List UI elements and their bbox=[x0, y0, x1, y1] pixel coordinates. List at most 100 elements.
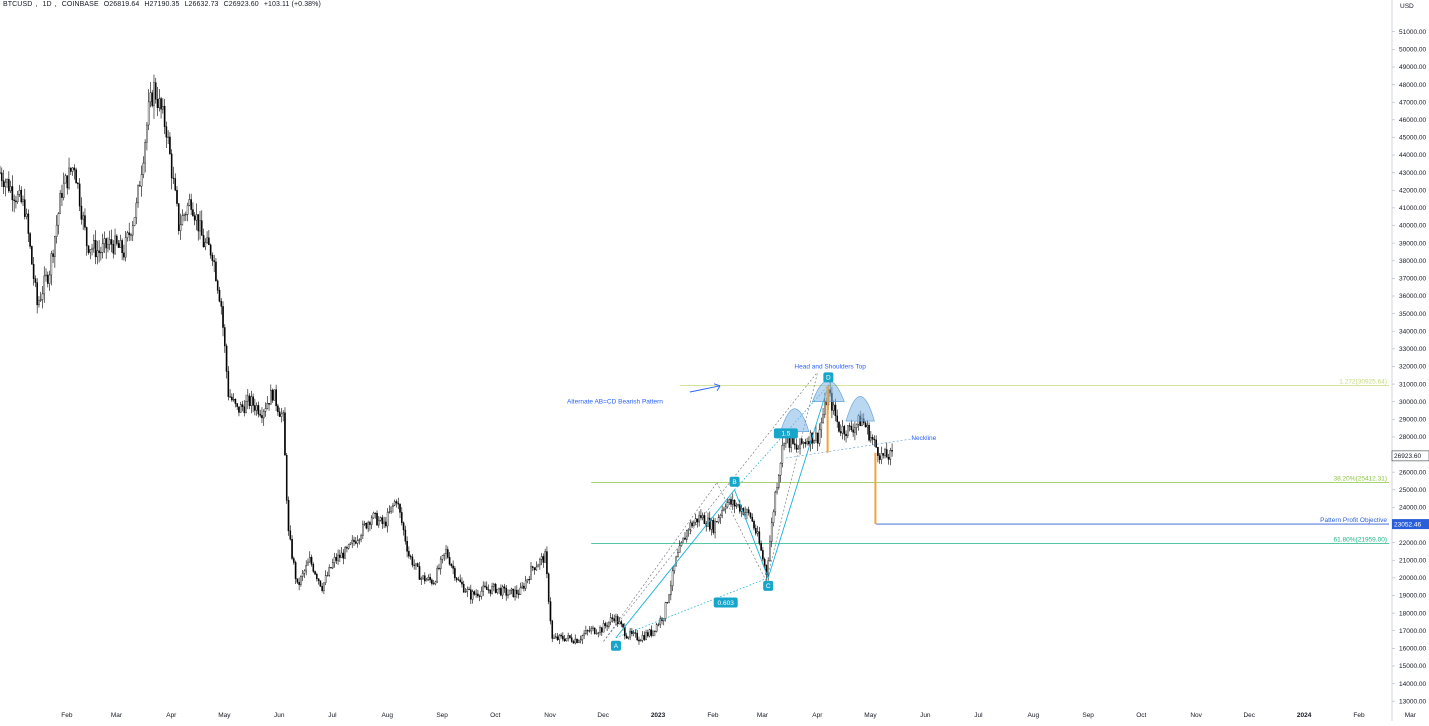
candle-body bbox=[395, 501, 398, 504]
price-tick-label: 18000.00 bbox=[1399, 610, 1426, 617]
candle bbox=[151, 89, 154, 108]
candle bbox=[248, 393, 251, 410]
price-tick-label: 16000.00 bbox=[1399, 646, 1426, 653]
candle-body bbox=[231, 396, 233, 401]
candle bbox=[285, 452, 288, 504]
candle-body bbox=[581, 635, 584, 640]
candle-body bbox=[701, 515, 704, 519]
header-interval[interactable]: 1D bbox=[42, 1, 52, 8]
candle-body bbox=[185, 214, 187, 216]
candle-body bbox=[668, 594, 670, 603]
candle bbox=[595, 629, 598, 635]
price-tick-label: 46000.00 bbox=[1399, 117, 1426, 124]
candle bbox=[733, 499, 736, 514]
currency-label: USD bbox=[1400, 3, 1414, 10]
candle-body bbox=[606, 625, 608, 627]
candle bbox=[163, 98, 166, 135]
candle bbox=[618, 617, 621, 625]
candle bbox=[139, 180, 141, 187]
candle-body bbox=[353, 539, 355, 542]
candle bbox=[671, 566, 674, 592]
candle-body bbox=[746, 509, 748, 513]
candle-body bbox=[721, 509, 723, 516]
candle bbox=[123, 244, 125, 261]
candle-body bbox=[154, 82, 157, 100]
candle-body bbox=[158, 98, 161, 109]
candle bbox=[477, 589, 479, 598]
candle bbox=[18, 184, 21, 197]
candle-body bbox=[443, 553, 446, 556]
candle-body bbox=[227, 371, 230, 397]
candle bbox=[183, 213, 185, 222]
candle-body bbox=[181, 215, 184, 226]
candle-body bbox=[379, 517, 382, 521]
candle-body bbox=[55, 224, 58, 237]
candle bbox=[604, 621, 607, 629]
candle bbox=[558, 634, 561, 645]
candle-body bbox=[779, 462, 782, 476]
candle-body bbox=[397, 502, 400, 505]
candle bbox=[185, 211, 187, 222]
candle bbox=[454, 565, 456, 582]
candle bbox=[381, 514, 384, 529]
candle-body bbox=[694, 518, 697, 523]
candle-body bbox=[535, 566, 538, 571]
candle-body bbox=[202, 235, 205, 248]
level-label-fib-1272: 1.272(30925.64) bbox=[1339, 378, 1387, 385]
candle-body bbox=[554, 636, 557, 639]
candle-body bbox=[82, 215, 84, 220]
candle bbox=[282, 410, 285, 422]
candle bbox=[135, 197, 138, 225]
candle bbox=[156, 86, 159, 117]
candle-body bbox=[307, 561, 309, 566]
candle bbox=[429, 573, 431, 584]
price-tick-label: 33000.00 bbox=[1399, 346, 1426, 353]
header-symbol[interactable]: BTCUSD bbox=[3, 1, 33, 8]
candle bbox=[346, 545, 348, 553]
candle bbox=[880, 446, 883, 465]
candle bbox=[762, 547, 764, 562]
candle bbox=[32, 257, 35, 286]
candle bbox=[804, 438, 807, 448]
candle bbox=[707, 512, 709, 527]
candle-body bbox=[358, 539, 361, 541]
candle-body bbox=[285, 455, 288, 501]
candle-body bbox=[408, 551, 410, 557]
candle bbox=[816, 432, 819, 452]
candle-body bbox=[372, 512, 375, 519]
candle-body bbox=[753, 521, 755, 529]
candle bbox=[678, 540, 681, 553]
candle-body bbox=[160, 98, 162, 110]
candle-body bbox=[618, 621, 621, 625]
candle-body bbox=[471, 591, 474, 600]
candle bbox=[657, 622, 660, 627]
candle bbox=[50, 250, 53, 286]
candle-body bbox=[270, 389, 272, 405]
candle-body bbox=[790, 437, 792, 448]
candle-body bbox=[873, 438, 876, 441]
candle-body bbox=[724, 506, 727, 510]
candle bbox=[847, 425, 849, 439]
candle-body bbox=[121, 240, 123, 254]
candle-body bbox=[744, 512, 746, 515]
candle-body bbox=[0, 172, 3, 181]
candle bbox=[278, 407, 281, 417]
candle bbox=[424, 572, 426, 585]
candle-body bbox=[250, 396, 253, 407]
price-tick-label: 21000.00 bbox=[1399, 557, 1426, 564]
candle bbox=[508, 589, 511, 595]
time-tick-label: Feb bbox=[1353, 712, 1365, 719]
candle bbox=[197, 214, 200, 241]
candle bbox=[107, 237, 109, 253]
candle bbox=[146, 122, 148, 151]
candle bbox=[655, 622, 658, 633]
candle bbox=[687, 528, 690, 537]
candle bbox=[301, 570, 304, 582]
candle-body bbox=[342, 552, 345, 559]
candle bbox=[670, 580, 672, 601]
candle-body bbox=[20, 189, 23, 203]
candle-body bbox=[599, 627, 601, 634]
candle-body bbox=[117, 243, 120, 248]
candle-body bbox=[234, 399, 237, 404]
